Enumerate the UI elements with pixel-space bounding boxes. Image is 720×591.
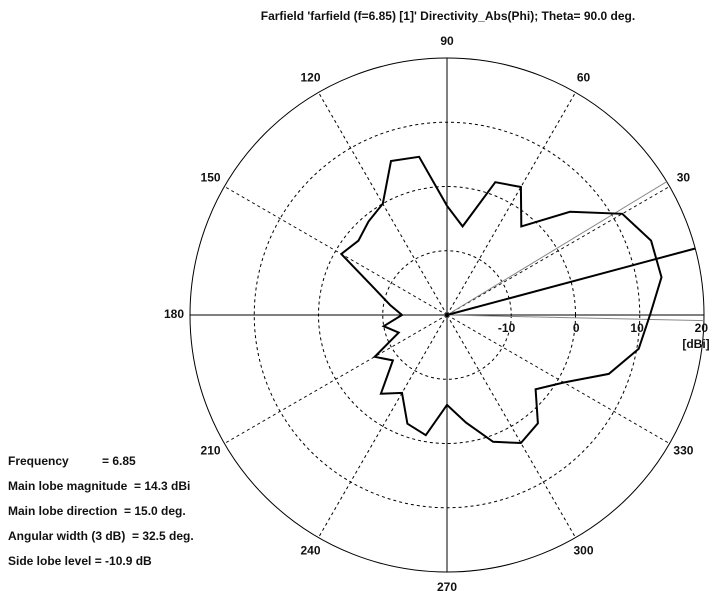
- theta-tick-label: 60: [577, 71, 591, 85]
- grid-spoke: [446, 186, 670, 316]
- theta-tick-label: 330: [673, 444, 693, 458]
- chart-title: Farfield 'farfield (f=6.85) [1]' Directi…: [261, 9, 635, 23]
- pattern-line: [339, 155, 663, 445]
- beamwidth-line: [446, 314, 704, 322]
- grid-spoke: [318, 314, 448, 538]
- grid-ring: [382, 250, 512, 380]
- grid-ring: [318, 186, 576, 444]
- info-line: Side lobe level = -10.9 dB: [8, 554, 152, 568]
- r-tick-label: 20: [695, 321, 709, 335]
- info-line: Frequency = 6.85: [8, 454, 136, 468]
- theta-tick-label: 270: [437, 580, 457, 591]
- theta-tick-label: 240: [300, 544, 320, 558]
- r-tick-label: -10: [498, 321, 516, 335]
- info-line: Main lobe direction = 15.0 deg.: [8, 504, 186, 518]
- theta-tick-label: 180: [164, 307, 184, 321]
- grid-spoke: [224, 314, 448, 444]
- grid-spoke: [446, 314, 576, 538]
- beamwidth-line: [446, 181, 667, 316]
- grid-spoke: [446, 92, 576, 316]
- theta-tick-label: 300: [573, 544, 593, 558]
- grid-ring: [253, 121, 641, 509]
- theta-tick-label: 120: [300, 71, 320, 85]
- r-tick-label: 10: [630, 321, 644, 335]
- info-line: Main lobe magnitude = 14.3 dBi: [8, 479, 190, 493]
- main-lobe-line: [446, 247, 696, 316]
- theta-tick-label: 30: [677, 171, 691, 185]
- r-tick-label: 0: [573, 321, 580, 335]
- theta-tick-label: 210: [201, 444, 221, 458]
- grid-ring: [189, 57, 705, 573]
- grid-spoke: [446, 314, 670, 444]
- theta-tick-label: 90: [440, 34, 454, 48]
- theta-tick-label: 150: [201, 171, 221, 185]
- grid-spoke: [224, 186, 448, 316]
- info-line: Angular width (3 dB) = 32.5 deg.: [8, 529, 194, 543]
- r-unit: [dBi]: [682, 337, 709, 351]
